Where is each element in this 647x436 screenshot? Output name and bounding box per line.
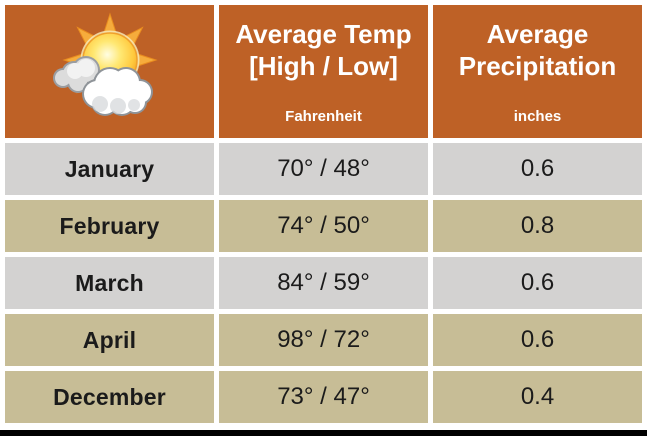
precip-cell: 0.6 xyxy=(433,143,642,195)
month-cell: December xyxy=(5,371,214,423)
temp-column-header: Average Temp [High / Low] Fahrenheit xyxy=(219,5,428,138)
table-row: December 73° / 47° 0.4 xyxy=(5,371,642,423)
temp-cell: 73° / 47° xyxy=(219,371,428,423)
table-row: March 84° / 59° 0.6 xyxy=(5,257,642,309)
temp-cell: 70° / 48° xyxy=(219,143,428,195)
weather-icon-cell xyxy=(5,5,214,138)
table-row: January 70° / 48° 0.6 xyxy=(5,143,642,195)
precip-cell: 0.6 xyxy=(433,257,642,309)
header-row: Average Temp [High / Low] Fahrenheit Ave… xyxy=(5,5,642,138)
sun-behind-clouds-icon xyxy=(52,11,158,116)
temp-unit-label: Fahrenheit xyxy=(285,108,362,125)
temp-cell: 74° / 50° xyxy=(219,200,428,252)
month-cell: March xyxy=(5,257,214,309)
month-cell: April xyxy=(5,314,214,366)
precip-cell: 0.4 xyxy=(433,371,642,423)
table-header: Average Temp [High / Low] Fahrenheit Ave… xyxy=(5,5,642,138)
temp-cell: 84° / 59° xyxy=(219,257,428,309)
temp-cell: 98° / 72° xyxy=(219,314,428,366)
precip-cell: 0.8 xyxy=(433,200,642,252)
table-body: January 70° / 48° 0.6 February 74° / 50°… xyxy=(5,143,642,423)
precip-column-header: Average Precipitation inches xyxy=(433,5,642,138)
month-cell: January xyxy=(5,143,214,195)
bottom-border-bar xyxy=(0,430,647,436)
precip-cell: 0.6 xyxy=(433,314,642,366)
precip-unit-label: inches xyxy=(513,108,562,125)
precip-column-title: Average Precipitation xyxy=(458,19,617,81)
table-row: April 98° / 72° 0.6 xyxy=(5,314,642,366)
temp-column-title: Average Temp [High / Low] xyxy=(235,19,412,81)
month-cell: February xyxy=(5,200,214,252)
table-row: February 74° / 50° 0.8 xyxy=(5,200,642,252)
